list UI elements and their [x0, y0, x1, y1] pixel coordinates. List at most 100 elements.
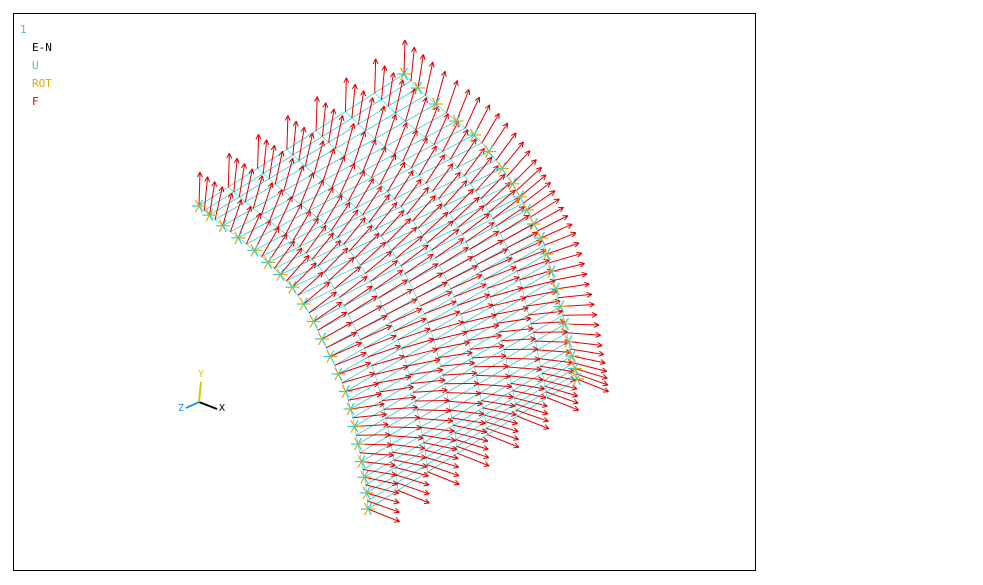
- force-arrow-icon: [470, 343, 505, 350]
- force-arrow-icon: [337, 209, 359, 238]
- force-arrow-icon: [356, 315, 388, 332]
- force-arrow-icon: [394, 317, 427, 332]
- displacement-constraint-icon: [202, 208, 217, 222]
- force-arrow-icon: [427, 471, 460, 486]
- force-arrow-icon: [395, 467, 429, 478]
- force-arrow-icon: [291, 165, 305, 198]
- legend-item-u: U: [32, 59, 39, 72]
- force-arrow-icon: [503, 346, 539, 353]
- force-arrow-icon: [277, 196, 293, 228]
- force-arrow-icon: [291, 262, 317, 288]
- constraint-symbols: [192, 67, 584, 516]
- force-arrow-icon: [469, 156, 493, 184]
- displacement-constraint-icon: [505, 177, 520, 191]
- displacement-constraint-icon: [296, 297, 311, 311]
- force-arrow-icon: [316, 186, 334, 218]
- force-arrow-icon: [351, 83, 358, 119]
- mesh-line: [367, 378, 578, 510]
- mesh-line: [214, 94, 426, 221]
- force-arrow-icon: [515, 403, 549, 416]
- force-arrow-icon: [420, 426, 455, 434]
- displacement-constraint-icon: [513, 190, 527, 204]
- force-arrow-icon: [417, 54, 426, 89]
- mesh-line: [347, 279, 554, 401]
- force-arrow-icon: [484, 181, 511, 206]
- mesh-line: [198, 73, 405, 207]
- force-arrow-icon: [371, 354, 405, 367]
- graphics-viewport[interactable]: X Y Z 1 E-N U ROT F: [13, 13, 756, 571]
- force-arrow-icon: [349, 225, 373, 252]
- force-arrow-icon: [485, 421, 519, 434]
- force-arrow-icon: [530, 198, 560, 218]
- force-arrow-icon: [446, 80, 459, 113]
- mesh-line: [364, 355, 573, 478]
- force-arrow-icon: [392, 451, 427, 460]
- mesh-line: [222, 103, 437, 227]
- force-arrow-icon: [457, 205, 485, 228]
- displacement-constraint-icon: [553, 300, 568, 313]
- force-arrow-icon: [280, 247, 303, 275]
- displacement-constraint-icon: [343, 402, 358, 416]
- force-arrow-icon: [274, 150, 285, 185]
- force-arrow-icon: [435, 70, 447, 105]
- force-arrow-icon: [427, 310, 461, 324]
- force-arrow-icon: [454, 283, 487, 298]
- force-arrow-icon: [543, 379, 578, 391]
- force-arrow-icon: [361, 461, 396, 468]
- force-arrow-icon: [402, 129, 418, 162]
- mesh-line: [230, 112, 447, 233]
- force-arrow-icon: [391, 226, 418, 251]
- force-arrow-icon: [338, 361, 371, 375]
- force-arrow-icon: [487, 276, 520, 289]
- force-arrow-icon: [512, 390, 547, 400]
- force-arrow-icon: [442, 256, 474, 274]
- mesh-line: [292, 183, 513, 288]
- force-arrow-icon: [456, 445, 490, 459]
- displacement-constraint-icon: [359, 486, 374, 500]
- force-arrow-icon: [308, 179, 324, 212]
- force-arrow-icon: [365, 251, 392, 274]
- force-arrow-icon: [370, 146, 387, 179]
- mesh-line: [313, 209, 528, 322]
- force-arrow-icon: [364, 97, 375, 131]
- mesh-line: [356, 314, 564, 436]
- displacement-constraint-icon: [347, 420, 362, 433]
- force-arrow-icon: [401, 39, 408, 75]
- force-arrow-icon: [385, 414, 421, 421]
- triad-y-label: Y: [198, 369, 204, 380]
- force-arrow-icon: [360, 241, 386, 266]
- force-arrow-icon: [424, 300, 457, 315]
- force-arrow-icon: [544, 385, 579, 398]
- force-arrow-icon: [342, 371, 376, 384]
- force-arrow-icon: [396, 482, 430, 496]
- force-arrow-icon: [506, 150, 531, 177]
- force-arrow-icon: [343, 285, 373, 307]
- force-arrow-icon: [449, 188, 474, 214]
- force-arrow-icon: [393, 459, 428, 469]
- force-arrow-icon: [400, 244, 429, 267]
- force-arrow-icon: [439, 247, 469, 266]
- force-arrow-icon: [474, 363, 509, 370]
- force-arrow-icon: [538, 358, 573, 366]
- force-arrow-icon: [519, 174, 547, 198]
- force-arrow-icon: [344, 123, 356, 157]
- force-arrow-icon: [424, 105, 439, 138]
- force-arrow-icon: [330, 201, 351, 232]
- mesh-line: [338, 253, 547, 375]
- force-arrow-icon: [283, 157, 295, 192]
- force-arrow-icon: [362, 469, 397, 478]
- force-arrow-icon: [343, 217, 366, 245]
- force-arrow-icon: [426, 220, 454, 244]
- force-arrow-icon: [522, 278, 556, 290]
- force-arrow-icon: [400, 178, 422, 207]
- displacement-constraint-icon: [215, 219, 230, 233]
- force-arrow-icon: [317, 311, 348, 331]
- force-arrow-icon: [261, 226, 280, 257]
- force-arrow-icon: [425, 449, 459, 461]
- force-arrow-icon: [516, 258, 550, 272]
- force-arrow-icon: [514, 397, 548, 408]
- force-arrow-icon: [450, 129, 469, 160]
- force-arrow-icon: [401, 337, 435, 349]
- force-arrow-icon: [339, 163, 355, 195]
- displacement-constraint-icon: [429, 97, 443, 111]
